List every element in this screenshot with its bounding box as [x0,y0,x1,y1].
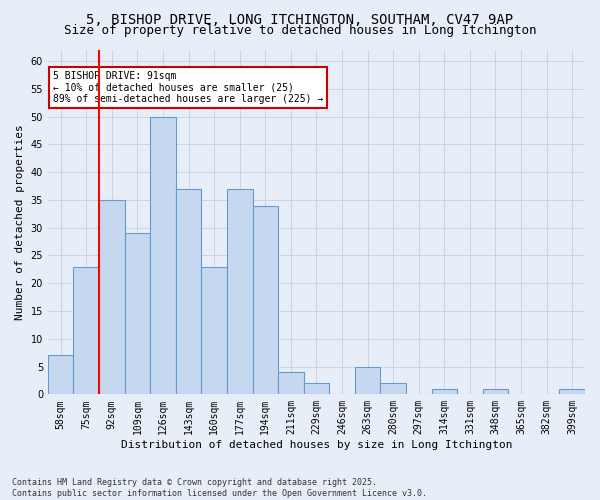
Bar [176,189,202,394]
Bar [150,116,176,394]
Bar [99,200,125,394]
Bar [559,389,585,394]
Y-axis label: Number of detached properties: Number of detached properties [15,124,25,320]
Text: 5, BISHOP DRIVE, LONG ITCHINGTON, SOUTHAM, CV47 9AP: 5, BISHOP DRIVE, LONG ITCHINGTON, SOUTHA… [86,12,514,26]
Bar [202,266,227,394]
Bar [482,389,508,394]
Bar [380,383,406,394]
Bar [73,266,99,394]
Bar [253,206,278,394]
Text: Size of property relative to detached houses in Long Itchington: Size of property relative to detached ho… [64,24,536,37]
Bar [304,383,329,394]
Bar [431,389,457,394]
Bar [125,234,150,394]
Bar [48,356,73,395]
Bar [227,189,253,394]
Text: 5 BISHOP DRIVE: 91sqm
← 10% of detached houses are smaller (25)
89% of semi-deta: 5 BISHOP DRIVE: 91sqm ← 10% of detached … [53,70,323,104]
X-axis label: Distribution of detached houses by size in Long Itchington: Distribution of detached houses by size … [121,440,512,450]
Text: Contains HM Land Registry data © Crown copyright and database right 2025.
Contai: Contains HM Land Registry data © Crown c… [12,478,427,498]
Bar [278,372,304,394]
Bar [355,366,380,394]
